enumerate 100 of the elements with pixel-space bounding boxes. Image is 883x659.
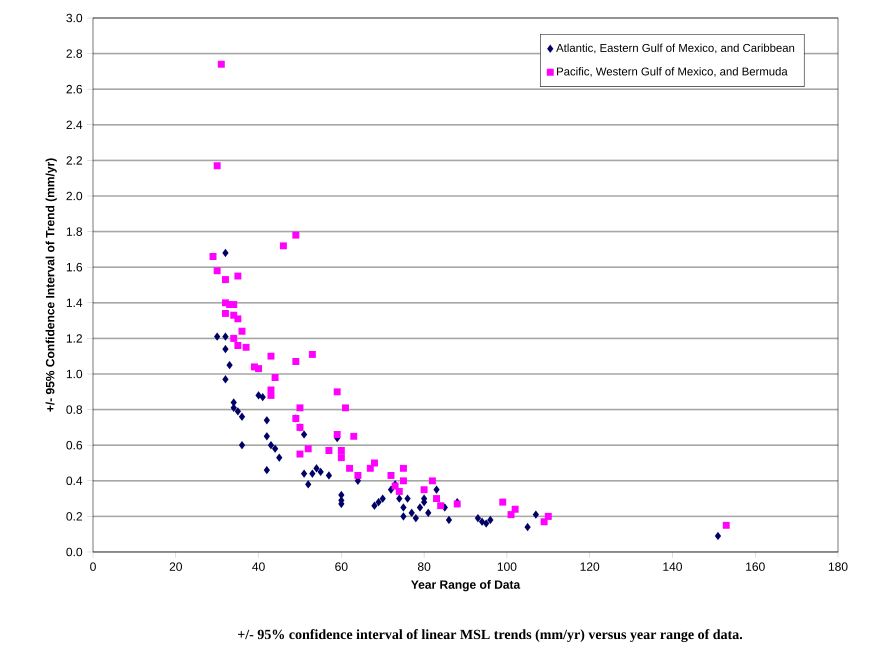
point [396,494,402,503]
point [380,494,386,503]
point [238,412,246,421]
point [296,450,304,458]
point [408,508,415,517]
point [292,232,300,239]
point [214,332,220,341]
point [222,310,229,317]
x-tick-label: 100 [498,562,516,571]
point [325,447,332,454]
point [499,498,506,506]
x-tick-label: 80 [418,562,430,571]
point [354,472,362,479]
y-tick-label: 1.2 [66,334,82,343]
x-tick-label: 120 [580,562,600,571]
point [238,328,246,335]
y-tick-label: 1.8 [66,227,82,236]
point [264,416,270,424]
point [366,464,374,472]
point [234,407,241,416]
y-tick-label: 1.6 [66,262,82,272]
point [396,488,403,495]
point [210,253,216,260]
point [416,503,424,512]
point [301,430,308,439]
point [388,472,394,479]
point [334,431,341,438]
point [400,512,406,520]
point [524,523,531,532]
x-tick-label: 140 [663,562,682,571]
point [487,516,494,524]
point [255,391,262,400]
point [544,512,552,520]
point [276,454,282,462]
point [425,508,432,517]
point [272,374,279,382]
point [296,404,304,412]
point [264,432,270,440]
x-tick-label: 20 [170,562,182,571]
point [260,393,266,402]
y-tick-label: 0.6 [66,440,82,450]
point [433,486,440,494]
point [255,365,262,372]
x-tick-label: 0 [90,562,96,571]
point [222,248,229,257]
point [222,375,229,384]
point [420,486,428,494]
point [512,506,519,513]
point [350,432,358,440]
point [280,242,287,250]
point [342,404,349,412]
point [226,361,233,370]
y-tick-label: 1.0 [66,370,82,378]
point [326,471,332,480]
point [292,358,300,365]
legend-label: Pacific, Western Gulf of Mexico, and Bermuda [557,67,788,77]
point [318,468,324,476]
point [437,502,444,510]
y-tick-label: 0.8 [66,405,82,414]
point [714,532,722,540]
point [230,334,238,342]
point [370,460,378,466]
point [214,162,221,170]
y-axis-title: +/- 95% Confidence Interval of Trend (mm/yr) [46,158,57,412]
point [428,477,436,484]
point [238,441,246,450]
y-tick-label: 2.8 [66,49,82,58]
point [234,315,242,322]
point [222,345,229,354]
y-tick-label: 3.0 [66,14,82,22]
x-axis-title: Year Range of Data [411,580,520,592]
point [214,267,221,274]
y-tick-label: 0.2 [66,512,82,521]
point [338,447,345,454]
point [304,445,312,452]
x-tick-label: 40 [252,562,265,571]
y-tick-label: 2.0 [66,192,82,200]
point [272,444,278,453]
legend-label: Atlantic, Eastern Gulf of Mexico, and Caribbean [556,44,794,54]
y-tick-label: 1.4 [66,298,82,307]
point [268,441,274,450]
point [404,494,411,503]
point [222,332,229,341]
point [301,470,308,478]
point [478,518,486,526]
point [305,480,312,488]
point [242,344,250,351]
point [234,272,242,280]
x-tick-label: 60 [335,562,348,571]
point [483,520,490,528]
point [313,464,320,472]
point [392,482,399,490]
point [346,464,354,472]
y-tick-label: 2.4 [66,120,82,129]
point [334,388,341,396]
point [308,350,316,358]
y-tick-label: 0.0 [66,548,82,556]
point [268,352,274,360]
point [309,470,316,478]
point [400,503,406,512]
